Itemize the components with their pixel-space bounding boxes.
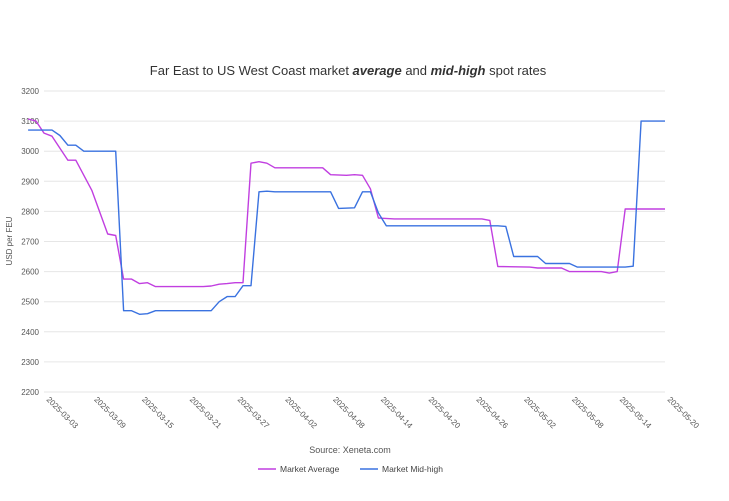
- y-tick-label: 3000: [21, 147, 39, 156]
- x-tick-label: 2025-05-20: [666, 395, 702, 431]
- x-tick-label: 2025-03-21: [188, 395, 224, 431]
- title-part: mid-high: [431, 63, 486, 78]
- y-tick-label: 2700: [21, 238, 39, 247]
- series-line-market-mid-high: [28, 120, 665, 315]
- title-part: spot rates: [486, 63, 547, 78]
- x-tick-label: 2025-04-20: [427, 395, 463, 431]
- x-axis-ticks: 2025-03-03 2025-03-09 2025-03-15 2025-03-21…: [45, 395, 702, 431]
- x-tick-label: 2025-04-02: [283, 395, 319, 431]
- x-tick-label: 2025-04-08: [331, 395, 367, 431]
- x-tick-label: 2025-04-26: [475, 395, 511, 431]
- x-tick-label: 2025-04-14: [379, 395, 415, 431]
- x-tick-label: 2025-05-14: [618, 395, 654, 431]
- gridlines: [44, 90, 665, 393]
- legend-label: Market Mid-high: [382, 464, 443, 474]
- x-tick-label: 2025-03-03: [45, 395, 81, 431]
- x-tick-label: 2025-05-08: [570, 395, 606, 431]
- y-tick-label: 2600: [21, 268, 39, 277]
- title-part: Far East to US West Coast market: [150, 63, 353, 78]
- source-note: Source: Xeneta.com: [309, 445, 391, 455]
- y-axis-ticks: 3200 3100 3000 2900 2800 2700 2600 2500 2400 2300…: [21, 87, 39, 397]
- x-tick-label: 2025-05-02: [522, 395, 558, 431]
- y-tick-label: 2200: [21, 388, 39, 397]
- x-tick-label: 2025-03-09: [92, 395, 128, 431]
- series-lines: [27, 118, 665, 315]
- chart-title: Far East to US West Coast market average…: [150, 63, 547, 78]
- legend: Market Average Market Mid-high: [258, 464, 443, 474]
- x-tick-label: 2025-03-15: [140, 395, 176, 431]
- title-part: and: [402, 63, 431, 78]
- y-tick-label: 2300: [21, 358, 39, 367]
- y-tick-label: 2500: [21, 298, 39, 307]
- y-tick-label: 2900: [21, 177, 39, 186]
- series-line-market-average: [27, 118, 665, 288]
- legend-label: Market Average: [280, 464, 340, 474]
- y-tick-label: 2800: [21, 207, 39, 216]
- x-tick-label: 2025-03-27: [236, 395, 272, 431]
- title-part: average: [353, 63, 402, 78]
- y-tick-label: 3200: [21, 87, 39, 96]
- y-axis-label: USD per FEU: [5, 216, 14, 265]
- y-tick-label: 3100: [21, 117, 39, 126]
- y-tick-label: 2400: [21, 328, 39, 337]
